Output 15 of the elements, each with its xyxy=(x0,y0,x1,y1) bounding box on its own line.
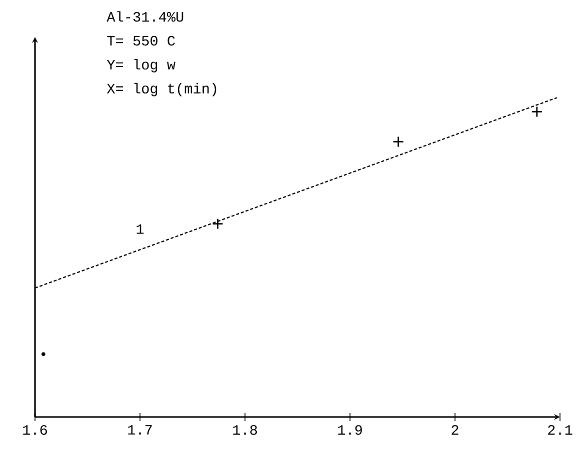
x-tick-label: 1.6 xyxy=(23,425,47,435)
point xyxy=(392,136,404,148)
point xyxy=(531,106,543,118)
x-tick-label: 1.8 xyxy=(233,425,257,435)
text: T= 550 C xyxy=(107,36,175,46)
point xyxy=(42,352,46,356)
x-tick-label: 1.7 xyxy=(128,425,152,435)
chart-title: Al-31.4%U xyxy=(106,11,184,22)
point xyxy=(212,218,224,230)
x-tick-label: 2 xyxy=(452,425,458,435)
text: X= log t(min) xyxy=(106,82,216,96)
x-tick-label: 2.1 xyxy=(548,425,572,435)
x-tick-label: 1.9 xyxy=(338,425,362,435)
text: Y= log w xyxy=(106,59,176,72)
annotation: 1 xyxy=(136,224,144,234)
